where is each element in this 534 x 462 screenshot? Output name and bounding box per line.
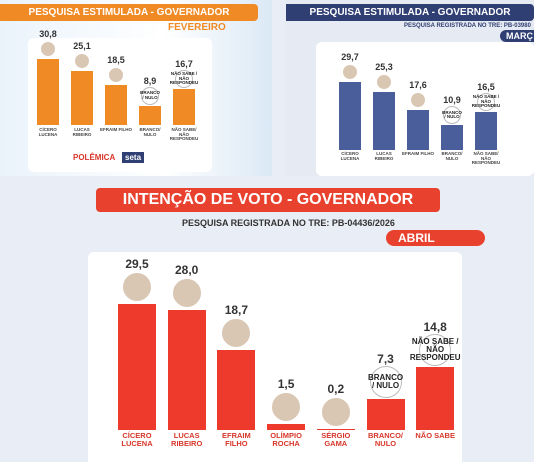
chart-period: MARÇ (500, 30, 534, 42)
candidate-photo (375, 73, 393, 92)
bar (339, 82, 361, 150)
chart-period: FEVEREIRO (168, 22, 226, 33)
bar (71, 71, 93, 125)
bar (475, 112, 497, 150)
value-label: 29,7 (341, 52, 359, 62)
category-label: CÍCERO LUCENA (38, 127, 58, 137)
category-label: EFRAIM FILHO (222, 431, 251, 448)
candidate-photo (107, 66, 125, 85)
category-label: SÉRGIO GAMA (321, 431, 351, 448)
chart-subtitle: PESQUISA REGISTRADA NO TRE: PB-03980 (404, 23, 531, 29)
candidate-photo (170, 277, 203, 310)
chart-title: INTENÇÃO DE VOTO - GOVERNADOR (96, 188, 440, 212)
value-label: 18,5 (107, 55, 125, 66)
chart-subtitle: PESQUISA REGISTRADA NO TRE: PB-04436/202… (182, 218, 395, 228)
candidate-photo (73, 52, 91, 71)
option-icon: NÃO SABE / NÃO RESPONDEU (410, 333, 461, 366)
value-label: 0,2 (327, 382, 345, 397)
value-label: 7,3 (377, 351, 394, 366)
bar (373, 92, 395, 150)
value-label: 18,7 (224, 303, 249, 318)
option-icon: NÃO SABE / NÃO RESPONDEU (170, 70, 198, 89)
option-icon: BRANCO / NULO (442, 106, 462, 125)
category-label: BRANCO/ NULO (367, 431, 403, 448)
logo: POLÊMICA (73, 153, 116, 162)
logo: seta (122, 152, 145, 163)
category-label: BRANCO/ NULO (139, 127, 161, 137)
candidate-photo (270, 390, 303, 423)
category-label: CÍCERO LUCENA (340, 151, 360, 161)
option-icon: NÃO SABE / NÃO RESPONDEU (472, 93, 500, 112)
category-label: OLÍMPIO ROCHA (270, 431, 302, 448)
candidate-photo (121, 271, 153, 303)
category-label: LUCAS RIBEIRO (374, 151, 394, 161)
category-label: EFRAIM FILHO (100, 127, 132, 132)
bar (441, 125, 463, 150)
category-label: NÃO SABE/ NÃO RESPONDEU (471, 151, 501, 166)
category-label: NÃO SABE/ NÃO RESPONDEU (169, 127, 199, 142)
category-label: LUCAS RIBEIRO (171, 431, 203, 448)
bar (167, 310, 206, 430)
category-label: CÍCERO LUCENA (121, 431, 153, 448)
chart-panel: PESQUISA ESTIMULADA - GOVERNADOR PESQUISA… (286, 0, 534, 176)
bar (366, 398, 405, 430)
bar (173, 89, 195, 125)
category-label: NÃO SABE (415, 431, 455, 440)
value-label: 8,9 (143, 75, 157, 86)
value-label: 16,7 (175, 59, 193, 70)
value-label: 25,3 (375, 62, 393, 73)
value-label: 30,8 (39, 29, 57, 39)
bar (37, 59, 59, 125)
option-icon: BRANCO / NULO (368, 365, 403, 398)
candidate-photo (409, 90, 427, 109)
candidate-photo (39, 40, 57, 58)
bar (139, 105, 161, 125)
value-label: 17,6 (409, 79, 427, 90)
bar (267, 423, 306, 430)
bar (316, 429, 355, 430)
chart-panel: INTENÇÃO DE VOTO - GOVERNADOR PESQUISA RE… (0, 180, 534, 462)
chart-title: PESQUISA ESTIMULADA - GOVERNADOR (0, 4, 258, 21)
option-icon: BRANCO / NULO (140, 86, 160, 105)
chart-period: ABRIL (386, 230, 485, 246)
bar (118, 304, 156, 430)
bar (217, 350, 256, 430)
value-label: 1,5 (277, 376, 295, 391)
bar (416, 366, 455, 430)
category-label: BRANCO/ NULO (441, 151, 463, 161)
candidate-photo (319, 396, 352, 429)
value-label: 14,8 (423, 319, 447, 334)
category-label: EFRAIM FILHO (402, 151, 434, 156)
category-label: LUCAS RIBEIRO (72, 127, 92, 137)
bar (105, 85, 127, 125)
value-label: 29,5 (125, 257, 149, 271)
bar (407, 109, 429, 150)
candidate-photo (341, 63, 359, 81)
candidate-photo (220, 317, 253, 350)
chart-panel: PESQUISA ESTIMULADA - GOVERNADOR FEVEREIR… (0, 0, 272, 176)
value-label: 28,0 (175, 263, 199, 278)
value-label: 25,1 (73, 41, 91, 52)
chart-title: PESQUISA ESTIMULADA - GOVERNADOR (286, 4, 534, 21)
value-label: 16,5 (477, 82, 495, 93)
value-label: 10,9 (443, 95, 461, 106)
